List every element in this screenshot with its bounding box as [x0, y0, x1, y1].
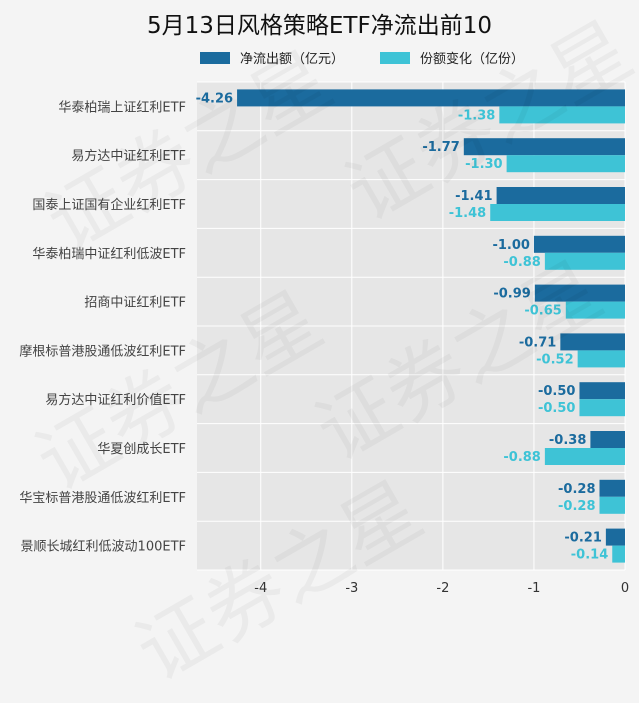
x-tick-label: -4 [254, 581, 267, 596]
net-outflow-bar [237, 89, 625, 107]
net-outflow-bar [605, 528, 625, 546]
category-label: 景顺长城红利低波动100ETF [21, 539, 186, 555]
net-outflow-bar [560, 333, 625, 351]
category-label: 招商中证红利ETF [84, 295, 186, 311]
share-change-bar [565, 301, 625, 319]
net-outflow-value-label: -0.71 [519, 335, 556, 350]
share-change-value-label: -0.28 [558, 499, 595, 514]
net-outflow-bar [599, 479, 625, 497]
x-tick-label: -3 [345, 581, 358, 596]
category-label: 华夏创成长ETF [97, 442, 186, 457]
share-change-value-label: -0.88 [503, 255, 540, 270]
net-outflow-value-label: -0.50 [538, 384, 575, 399]
share-change-bar [544, 252, 625, 270]
net-outflow-value-label: -0.99 [493, 287, 530, 302]
legend-swatch-share-change [380, 51, 410, 64]
net-outflow-bar [579, 382, 625, 400]
legend-label-net-outflow: 净流出额（亿元） [240, 52, 345, 67]
x-tick-label: -2 [436, 581, 449, 596]
share-change-bar [599, 496, 625, 514]
net-outflow-value-label: -0.38 [549, 433, 586, 448]
net-outflow-value-label: -4.26 [196, 91, 233, 106]
net-outflow-bar [496, 187, 625, 204]
category-label: 华宝标普港股通低波红利ETF [19, 490, 186, 506]
category-label: 华泰柏瑞上证红利ETF [58, 99, 186, 115]
chart-title: 5月13日风格策略ETF净流出前10 [147, 13, 492, 39]
net-outflow-value-label: -1.77 [422, 140, 459, 155]
share-change-value-label: -1.48 [449, 206, 486, 221]
net-outflow-value-label: -0.21 [564, 531, 601, 546]
share-change-value-label: -1.30 [465, 157, 502, 172]
category-label: 易方达中证红利ETF [71, 148, 186, 164]
net-outflow-bar [534, 284, 625, 302]
legend-item-share-change: 份额变化（亿份） [380, 48, 524, 67]
share-change-value-label: -0.52 [536, 352, 573, 367]
share-change-bar [544, 448, 625, 465]
share-change-value-label: -0.88 [503, 450, 540, 465]
net-outflow-value-label: -0.28 [558, 482, 595, 497]
share-change-bar [577, 350, 625, 368]
net-outflow-bar [590, 431, 625, 448]
net-outflow-bar [533, 235, 625, 253]
category-label: 国泰上证国有企业红利ETF [32, 197, 186, 213]
share-change-value-label: -1.38 [458, 108, 495, 123]
category-label: 易方达中证红利价值ETF [45, 392, 186, 408]
share-change-bar [499, 106, 625, 124]
legend-item-net-outflow: 净流出额（亿元） [200, 48, 344, 67]
legend-label-share-change: 份额变化（亿份） [420, 52, 525, 67]
bars [237, 89, 625, 563]
x-tick-label: 0 [621, 581, 629, 596]
share-change-value-label: -0.50 [538, 401, 575, 416]
legend-swatch-net-outflow [200, 51, 230, 64]
share-change-bar [579, 399, 625, 417]
share-change-value-label: -0.14 [571, 548, 608, 563]
share-change-bar [612, 545, 625, 563]
category-label: 华泰柏瑞中证红利低波ETF [32, 246, 186, 262]
share-change-value-label: -0.65 [524, 304, 561, 319]
x-tick-label: -1 [527, 581, 540, 596]
net-outflow-value-label: -1.41 [455, 189, 492, 204]
labels: -4 -3 -2 -1 0 -4.26 -1.38 华泰柏瑞上证红利ETF -1.77 -1.30… [19, 91, 629, 596]
share-change-bar [490, 204, 625, 221]
share-change-bar [506, 155, 625, 173]
bar-chart: -4 -3 -2 -1 0 -4.26 -1.38 华泰柏瑞上证红利ETF -1.77 -1.30… [19, 81, 629, 596]
net-outflow-bar [463, 138, 625, 156]
net-outflow-value-label: -1.00 [492, 238, 529, 253]
category-label: 摩根标普港股通低波红利ETF [19, 343, 186, 359]
